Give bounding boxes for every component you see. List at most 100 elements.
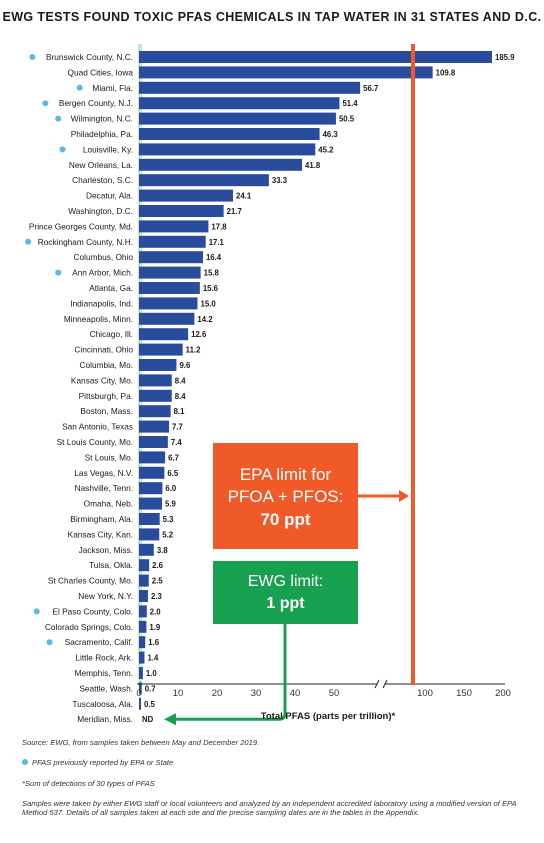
category-label: Colorado Springs, Colo. — [45, 622, 133, 632]
category-label: Rockingham County, N.H. — [38, 237, 133, 247]
value-label: 7.7 — [172, 423, 183, 432]
previously-reported-dot — [55, 115, 62, 122]
category-label: Las Vegas, N.V. — [74, 468, 133, 478]
value-label: 6.7 — [168, 453, 179, 462]
value-label: 5.3 — [163, 515, 175, 524]
category-label: Charleston, S.C. — [72, 175, 133, 185]
bar — [139, 205, 224, 217]
ewg-arrow-shaft — [176, 624, 287, 721]
category-label: New Orleans, La. — [69, 160, 133, 170]
category-label: Seattle, Wash. — [79, 683, 133, 693]
value-label: 2.5 — [152, 577, 164, 586]
tick-label: 30 — [251, 688, 262, 699]
value-label: 7.4 — [171, 438, 183, 447]
category-label: St Louis, Mo. — [85, 452, 133, 462]
value-label: 17.8 — [211, 222, 227, 231]
bar — [139, 374, 172, 387]
value-label: ND — [142, 715, 154, 724]
category-label: San Antonio, Texas — [62, 422, 133, 432]
epa-limit-line1: EPA limit for — [240, 465, 332, 484]
bar — [139, 235, 206, 248]
bar — [139, 143, 316, 156]
bar — [139, 543, 154, 556]
category-label: Ann Arbor, Mich. — [72, 268, 133, 278]
value-label: 1.6 — [148, 638, 160, 647]
category-label: St Louis County, Mo. — [57, 437, 133, 447]
category-label: New York, N.Y. — [78, 591, 133, 601]
category-label: Indianapolis, Ind. — [70, 298, 133, 308]
category-label: Wilmington, N.C. — [71, 114, 133, 124]
bar — [139, 590, 148, 602]
footer-note: *Sum of detections of 30 types of PFAS — [22, 779, 155, 788]
bar — [139, 405, 171, 418]
category-labels: Brunswick County, N.C. Quad Cities, Iowa M… — [29, 52, 133, 724]
previously-reported-dot — [55, 269, 62, 276]
value-label: 15.6 — [203, 284, 219, 293]
bar — [139, 451, 166, 464]
bar — [139, 513, 160, 525]
category-label: Bergen County, N.J. — [59, 98, 133, 108]
bar — [139, 636, 146, 649]
bar — [139, 559, 150, 572]
bar — [139, 574, 149, 587]
category-label: El Paso County, Colo. — [52, 606, 133, 616]
category-label: Jackson, Miss. — [79, 545, 133, 555]
axis-break-mark — [382, 679, 388, 689]
tick-label: 10 — [173, 688, 184, 699]
previously-reported-dot — [33, 608, 40, 615]
value-label: 11.2 — [186, 346, 201, 355]
previously-reported-dot — [42, 100, 49, 107]
x-axis: 0 10 20 30 40 50 100 150 200 — [136, 679, 511, 699]
category-label: Little Rock, Ark. — [75, 653, 133, 663]
value-label: 109.8 — [436, 68, 456, 77]
tick-label: 40 — [290, 688, 301, 699]
bar — [139, 605, 147, 618]
value-label: 185.9 — [495, 53, 515, 62]
bar — [139, 81, 361, 94]
value-label: 51.4 — [342, 99, 358, 108]
bar — [139, 667, 143, 679]
tick-label: 20 — [212, 688, 223, 699]
value-label: 5.9 — [165, 500, 177, 509]
previously-reported-dot — [59, 146, 66, 153]
footer-source: Source: EWG, from samples taken between … — [22, 738, 260, 747]
value-label: 33.3 — [272, 176, 288, 185]
annotations: EPA limit for PFOA + PFOS: 70 ppt EWG limit… — [164, 44, 415, 726]
category-label: Columbus, Ohio — [74, 252, 134, 262]
category-label: Nashville, Tenn. — [75, 483, 133, 493]
bar — [139, 128, 320, 140]
value-label: 2.0 — [150, 607, 162, 616]
legend-dot-icon — [22, 759, 28, 765]
category-label: Kansas City, Kan. — [68, 529, 133, 539]
bar — [139, 297, 198, 310]
category-label: Quad Cities, Iowa — [68, 67, 134, 77]
epa-limit-box — [213, 443, 358, 549]
category-label: Meridian, Miss. — [77, 714, 133, 724]
value-label: 9.6 — [179, 361, 191, 370]
epa-arrow-head-icon — [399, 490, 409, 502]
value-label: 17.1 — [209, 238, 225, 247]
category-label: Louisville, Ky. — [83, 144, 133, 154]
bar — [139, 651, 145, 664]
x-axis-label: Total PFAS (parts per trillion)* — [261, 711, 396, 722]
value-label: 1.9 — [149, 623, 161, 632]
value-label: 1.4 — [147, 654, 159, 663]
bar — [139, 359, 177, 371]
category-label: Brunswick County, N.C. — [46, 52, 133, 62]
category-label: Omaha, Neb. — [84, 499, 133, 509]
bar — [139, 66, 433, 79]
epa-limit-value: 70 ppt — [260, 510, 310, 529]
bar — [139, 220, 209, 233]
category-label: Tulsa, Okla. — [89, 560, 133, 570]
bar — [139, 420, 170, 433]
tick-label: 150 — [456, 688, 472, 699]
bar — [139, 497, 163, 510]
bar — [139, 174, 269, 187]
tick-label: 0 — [136, 688, 141, 699]
value-label: 15.8 — [204, 269, 220, 278]
bar — [139, 466, 165, 479]
value-label: 3.8 — [157, 546, 169, 555]
value-label: 0.5 — [144, 700, 156, 709]
value-label: 56.7 — [363, 84, 378, 93]
value-label: 16.4 — [206, 253, 222, 262]
